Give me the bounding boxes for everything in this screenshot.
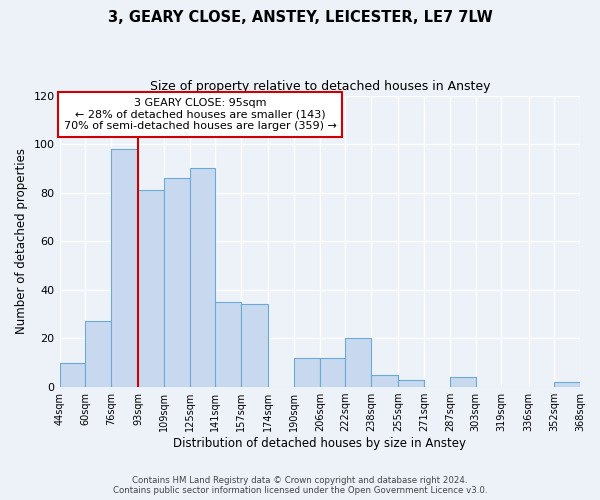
- Bar: [138, 190, 164, 387]
- Text: 3, GEARY CLOSE, ANSTEY, LEICESTER, LE7 7LW: 3, GEARY CLOSE, ANSTEY, LEICESTER, LE7 7…: [107, 10, 493, 25]
- Bar: [450, 378, 476, 387]
- Bar: [554, 382, 580, 387]
- Bar: [59, 363, 85, 387]
- Text: 3 GEARY CLOSE: 95sqm
← 28% of detached houses are smaller (143)
70% of semi-deta: 3 GEARY CLOSE: 95sqm ← 28% of detached h…: [64, 98, 337, 131]
- Title: Size of property relative to detached houses in Anstey: Size of property relative to detached ho…: [149, 80, 490, 93]
- Bar: [164, 178, 190, 387]
- Bar: [85, 322, 111, 387]
- X-axis label: Distribution of detached houses by size in Anstey: Distribution of detached houses by size …: [173, 437, 466, 450]
- Bar: [346, 338, 371, 387]
- Bar: [320, 358, 346, 387]
- Bar: [241, 304, 268, 387]
- Bar: [371, 375, 398, 387]
- Bar: [190, 168, 215, 387]
- Bar: [398, 380, 424, 387]
- Text: Contains HM Land Registry data © Crown copyright and database right 2024.
Contai: Contains HM Land Registry data © Crown c…: [113, 476, 487, 495]
- Bar: [215, 302, 241, 387]
- Bar: [294, 358, 320, 387]
- Y-axis label: Number of detached properties: Number of detached properties: [15, 148, 28, 334]
- Bar: [111, 149, 138, 387]
